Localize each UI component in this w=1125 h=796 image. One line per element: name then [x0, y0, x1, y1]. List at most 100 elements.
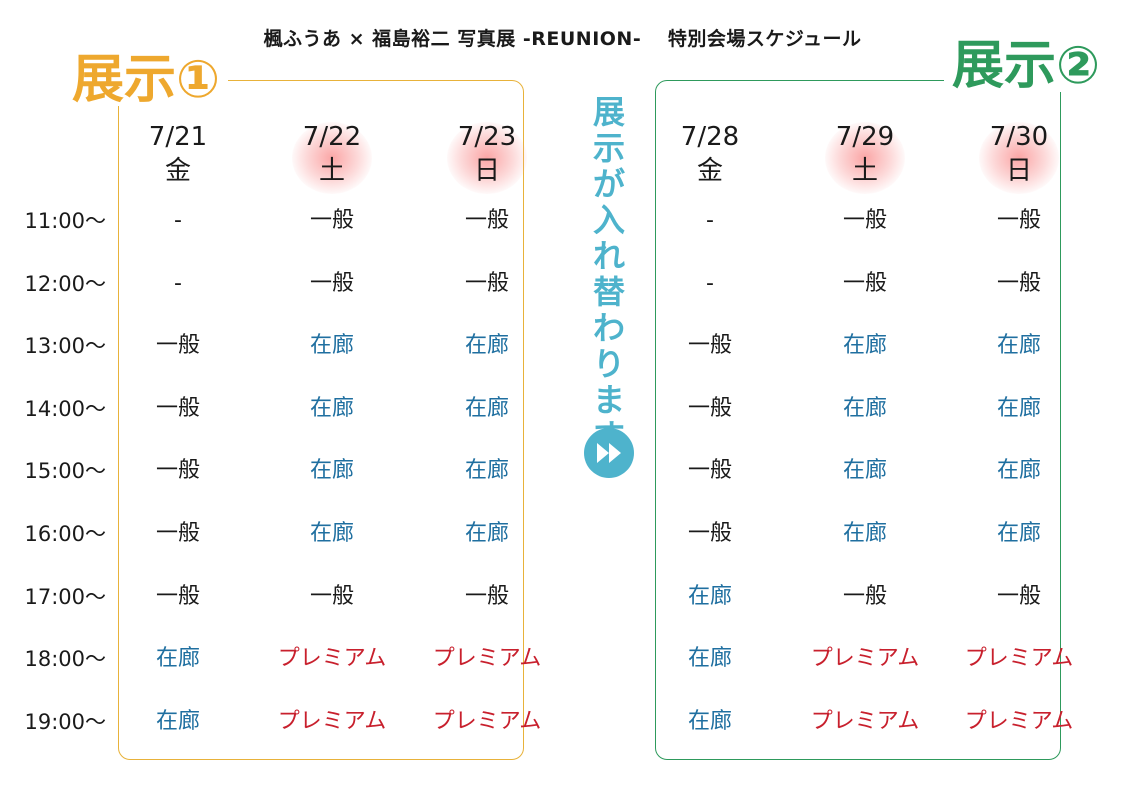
schedule-cell: - — [706, 208, 714, 233]
day-weekday: 日 — [1005, 156, 1032, 186]
banner-char: れ — [592, 237, 625, 275]
schedule-cell: - — [174, 270, 182, 296]
schedule-cell: 在廊 — [464, 333, 509, 359]
schedule-cell: プレミアム — [964, 646, 1074, 672]
day-header: 7/23 日 — [432, 120, 542, 194]
weekend-highlight — [979, 122, 1059, 194]
day-header: 7/28 金 — [655, 120, 765, 188]
day-date: 7/28 — [680, 122, 740, 152]
schedule-cell: 在廊 — [842, 395, 887, 421]
schedule-cell: 在廊 — [464, 458, 509, 484]
day-weekday: 土 — [851, 156, 878, 186]
schedule-cell: 在廊 — [309, 458, 354, 484]
schedule-cell: 一般 — [996, 270, 1041, 296]
schedule-cell: 在廊 — [309, 395, 354, 421]
day-header: 7/21 金 — [123, 120, 233, 188]
schedule-cell: - — [174, 208, 182, 233]
time-label: 11:00～ — [24, 209, 106, 233]
day-weekday: 金 — [696, 156, 723, 186]
schedule-cell: プレミアム — [277, 646, 387, 672]
schedule-cell: 一般 — [687, 521, 732, 546]
schedule-cell: 一般 — [155, 583, 200, 609]
weekend-highlight — [447, 122, 527, 194]
schedule-cell: 在廊 — [842, 521, 887, 546]
schedule-cell: 一般 — [155, 458, 200, 484]
time-label: 14:00～ — [24, 396, 106, 421]
schedule-cell: 在廊 — [687, 708, 732, 734]
schedule-cell: 一般 — [155, 521, 200, 546]
schedule-cell: 在廊 — [996, 521, 1041, 546]
time-label: 18:00～ — [24, 647, 106, 672]
banner-char: り — [592, 345, 625, 383]
schedule-cell: 在廊 — [155, 708, 200, 734]
schedule-cell: - — [706, 270, 714, 296]
day-weekday: 日 — [473, 156, 500, 186]
day-date: 7/21 — [148, 122, 208, 152]
schedule-cell: 一般 — [996, 583, 1041, 609]
time-label: 15:00～ — [24, 459, 106, 484]
schedule-cell: 一般 — [309, 208, 354, 233]
weekend-highlight — [825, 122, 905, 194]
fast-forward-icon — [584, 428, 634, 478]
schedule-cell: 一般 — [687, 458, 732, 484]
weekend-highlight — [292, 122, 372, 194]
schedule-cell: 在廊 — [464, 395, 509, 421]
day-weekday: 土 — [318, 156, 345, 186]
schedule-cell: 一般 — [155, 395, 200, 421]
day-header: 7/30 日 — [964, 120, 1074, 194]
day-header: 7/22 土 — [277, 120, 387, 194]
schedule-cell: 在廊 — [309, 333, 354, 359]
schedule-cell: プレミアム — [964, 708, 1074, 734]
time-label: 12:00～ — [24, 271, 106, 296]
day-date: 7/23 — [457, 122, 517, 152]
banner-char: 示 — [592, 129, 625, 167]
time-label: 19:00～ — [24, 709, 106, 734]
day-date: 7/30 — [989, 122, 1049, 152]
schedule-cell: 一般 — [996, 208, 1041, 233]
schedule-cell: 一般 — [309, 270, 354, 296]
schedule-cell: 在廊 — [155, 646, 200, 672]
banner-char: が — [592, 165, 625, 203]
schedule-cell: プレミアム — [277, 708, 387, 734]
banner-char: わ — [592, 309, 625, 347]
schedule-cell: 在廊 — [996, 458, 1041, 484]
schedule-cell: 一般 — [842, 583, 887, 609]
schedule-cell: 在廊 — [464, 521, 509, 546]
schedule-cell: 一般 — [842, 208, 887, 233]
schedule-cell: 在廊 — [996, 395, 1041, 421]
day-header: 7/29 土 — [810, 120, 920, 194]
day-date: 7/29 — [835, 122, 895, 152]
exhibit-change-banner: 展示が入れ替わります — [587, 94, 631, 454]
schedule-cell: 一般 — [464, 583, 509, 609]
schedule-cell: プレミアム — [810, 646, 920, 672]
schedule-cell: 一般 — [842, 270, 887, 296]
day-date: 7/22 — [302, 122, 362, 152]
exhibit-1-panel — [118, 80, 524, 760]
time-label: 17:00～ — [24, 584, 106, 609]
banner-char: 替 — [592, 273, 625, 311]
schedule-cell: プレミアム — [432, 708, 542, 734]
schedule-cell: プレミアム — [432, 646, 542, 672]
schedule-cell: 一般 — [309, 583, 354, 609]
schedule-cell: 一般 — [464, 270, 509, 296]
day-weekday: 金 — [164, 156, 191, 186]
schedule-cell: 在廊 — [687, 583, 732, 609]
schedule-cell: 一般 — [687, 333, 732, 359]
exhibit-2-label: 展示② — [944, 40, 1109, 92]
schedule-cell: 一般 — [464, 208, 509, 233]
schedule-cell: 在廊 — [309, 521, 354, 546]
exhibit-1-label: 展示① — [64, 54, 229, 106]
schedule-cell: 在廊 — [687, 646, 732, 672]
schedule-cell: 一般 — [687, 395, 732, 421]
schedule-cell: 在廊 — [842, 458, 887, 484]
banner-char: ま — [592, 381, 625, 419]
schedule-cell: 一般 — [155, 333, 200, 359]
exhibit-2-panel — [655, 80, 1061, 760]
time-label: 13:00～ — [24, 334, 106, 359]
banner-char: 展 — [592, 93, 625, 131]
schedule-cell: 在廊 — [996, 333, 1041, 359]
time-label: 16:00～ — [24, 522, 106, 546]
schedule-cell: プレミアム — [810, 708, 920, 734]
banner-char: 入 — [592, 201, 625, 239]
page-title: 楓ふうあ × 福島裕二 写真展 -REUNION- 特別会場スケジュール — [263, 28, 862, 50]
